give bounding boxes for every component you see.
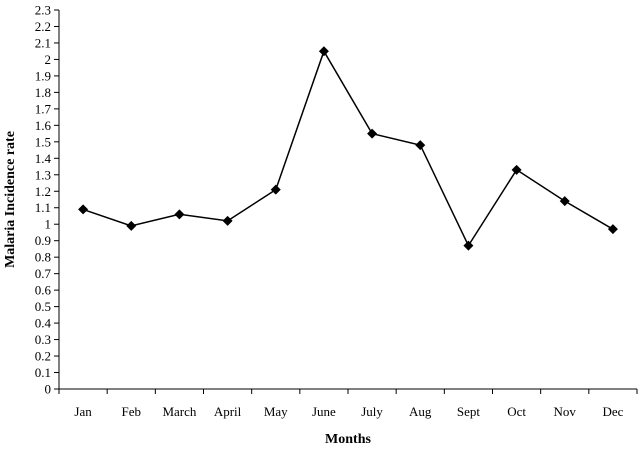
- y-tick-label: 1.6: [35, 118, 52, 133]
- y-tick-label: 0.8: [35, 250, 51, 265]
- y-tick-label: 1.5: [35, 134, 51, 149]
- data-point: [367, 128, 378, 139]
- x-tick-label: May: [264, 404, 288, 419]
- y-tick-label: 0.9: [35, 233, 51, 248]
- y-tick-label: 1.8: [35, 85, 51, 100]
- x-axis-ticks: Jan Feb March April May June July Aug Sept Oct Nov…: [58, 389, 638, 419]
- data-point: [318, 46, 329, 57]
- x-tick-label: Aug: [409, 404, 432, 419]
- y-tick-label: 2: [45, 52, 52, 67]
- y-axis-title: Malaria Incidence rate: [3, 131, 18, 268]
- y-tick-label: 2.3: [35, 3, 51, 18]
- y-tick-label: 2.1: [35, 35, 51, 50]
- data-point: [415, 140, 426, 151]
- y-tick-label: 1.3: [35, 167, 51, 182]
- x-axis-title: Months: [325, 432, 371, 447]
- data-point: [607, 224, 618, 235]
- y-axis-ticks: 00.10.20.30.40.50.60.70.80.911.11.21.31.…: [35, 3, 59, 397]
- y-tick-label: 1.4: [35, 151, 52, 166]
- y-tick-label: 1.9: [35, 68, 51, 83]
- x-tick-label: Sept: [457, 404, 481, 419]
- x-tick-label: April: [214, 404, 242, 419]
- y-tick-label: 0.6: [35, 283, 52, 298]
- x-tick-label: Feb: [122, 404, 142, 419]
- x-tick-label: Nov: [554, 404, 577, 419]
- y-tick-label: 1.2: [35, 184, 51, 199]
- data-markers: [78, 46, 618, 251]
- data-point: [78, 204, 89, 215]
- data-point: [511, 164, 522, 175]
- data-point: [174, 209, 185, 220]
- y-tick-label: 0.1: [35, 365, 51, 380]
- x-tick-label: Dec: [602, 404, 623, 419]
- y-tick-label: 0: [45, 382, 52, 397]
- data-point: [270, 184, 281, 195]
- y-tick-label: 1.1: [35, 200, 51, 215]
- x-tick-label: March: [162, 404, 196, 419]
- x-tick-label: June: [312, 404, 336, 419]
- y-tick-label: 0.2: [35, 349, 51, 364]
- series-line: [82, 49, 614, 248]
- data-point: [222, 215, 233, 226]
- y-tick-label: 0.7: [35, 266, 52, 281]
- data-point: [559, 196, 570, 207]
- y-tick-label: 0.3: [35, 332, 51, 347]
- y-tick-label: 2.2: [35, 19, 51, 34]
- data-point: [463, 240, 474, 251]
- y-tick-label: 0.4: [35, 316, 52, 331]
- x-tick-label: July: [361, 404, 383, 419]
- y-tick-label: 1.7: [35, 101, 52, 116]
- y-tick-label: 0.5: [35, 299, 51, 314]
- x-tick-label: Jan: [74, 404, 92, 419]
- x-tick-label: Oct: [507, 404, 526, 419]
- y-tick-label: 1: [45, 217, 52, 232]
- data-point: [126, 220, 137, 231]
